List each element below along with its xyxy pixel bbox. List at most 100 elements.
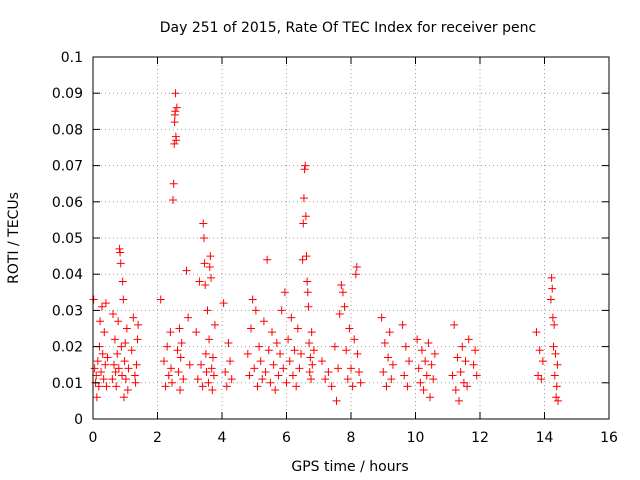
data-point-marker <box>330 342 339 351</box>
data-point-marker <box>243 349 252 358</box>
data-point-marker <box>405 357 414 366</box>
data-point-marker <box>422 371 431 380</box>
data-point-marker <box>197 360 206 369</box>
data-point-marker <box>427 360 436 369</box>
data-point-marker <box>205 335 214 344</box>
y-tick-label: 0.03 <box>52 303 83 319</box>
data-point-marker <box>117 342 126 351</box>
data-point-marker <box>193 375 202 384</box>
data-point-marker <box>113 349 122 358</box>
data-point-marker <box>192 328 201 337</box>
x-axis-label: GPS time / hours <box>291 459 408 475</box>
data-point-marker <box>401 342 410 351</box>
data-point-marker <box>96 317 105 326</box>
data-point-marker <box>98 302 107 311</box>
data-points <box>89 89 563 405</box>
data-point-marker <box>353 349 362 358</box>
data-point-marker <box>114 364 123 373</box>
data-point-marker <box>209 371 218 380</box>
data-point-marker <box>177 338 186 347</box>
data-point-marker <box>166 328 175 337</box>
data-point-marker <box>171 107 180 116</box>
data-point-marker <box>261 367 270 376</box>
data-point-marker <box>308 360 317 369</box>
data-point-marker <box>549 342 558 351</box>
data-point-marker <box>293 324 302 333</box>
data-point-marker <box>327 382 336 391</box>
data-point-marker <box>307 328 316 337</box>
data-point-marker <box>458 342 467 351</box>
y-tick-label: 0.05 <box>52 231 83 247</box>
data-point-marker <box>377 313 386 322</box>
axis-ticks: 0 0.01 0.02 0.03 0.04 0.05 0.06 0.07 0.08 0.09 0.1… <box>52 50 618 446</box>
data-point-marker <box>550 371 559 380</box>
data-point-marker <box>245 371 254 380</box>
data-point-marker <box>168 195 177 204</box>
x-tick-label: 6 <box>282 430 291 446</box>
data-point-marker <box>250 364 259 373</box>
data-point-marker <box>356 378 365 387</box>
data-point-marker <box>202 367 211 376</box>
data-point-marker <box>248 295 257 304</box>
data-point-marker <box>277 306 286 315</box>
y-tick-label: 0.01 <box>52 376 83 392</box>
data-point-marker <box>469 360 478 369</box>
data-point-marker <box>298 255 307 264</box>
data-point-marker <box>548 284 557 293</box>
data-point-marker <box>306 353 315 362</box>
data-point-marker <box>203 306 212 315</box>
data-point-marker <box>97 367 106 376</box>
data-point-marker <box>269 360 278 369</box>
data-point-marker <box>256 357 265 366</box>
data-point-marker <box>301 212 310 221</box>
data-point-marker <box>461 357 470 366</box>
data-point-marker <box>99 375 108 384</box>
data-point-marker <box>347 364 355 373</box>
y-tick-label: 0.08 <box>52 122 83 138</box>
data-point-marker <box>288 371 297 380</box>
y-tick-label: 0 <box>74 412 83 428</box>
data-point-marker <box>116 259 125 268</box>
y-tick-label: 0.1 <box>61 50 83 66</box>
data-point-marker <box>173 346 182 355</box>
data-point-marker <box>103 353 112 362</box>
data-point-marker <box>161 382 170 391</box>
data-point-marker <box>163 342 172 351</box>
data-point-marker <box>307 375 316 384</box>
gridlines <box>93 57 609 419</box>
data-point-marker <box>227 375 236 384</box>
data-point-marker <box>464 335 473 344</box>
data-point-marker <box>258 375 267 384</box>
data-point-marker <box>118 371 127 380</box>
data-point-marker <box>284 335 293 344</box>
data-point-marker <box>295 364 304 373</box>
data-point-marker <box>343 375 352 384</box>
data-point-marker <box>463 382 472 391</box>
data-point-marker <box>201 349 210 358</box>
y-tick-label: 0.06 <box>52 195 83 211</box>
data-point-marker <box>179 375 188 384</box>
data-point-marker <box>93 357 102 366</box>
data-point-marker <box>221 367 230 376</box>
data-point-marker <box>201 281 210 290</box>
data-point-marker <box>206 252 215 261</box>
data-point-marker <box>102 382 111 391</box>
data-point-marker <box>455 396 464 405</box>
data-point-marker <box>263 255 272 264</box>
data-point-marker <box>548 313 557 322</box>
data-point-marker <box>337 281 346 290</box>
data-point-marker <box>317 357 326 366</box>
data-point-marker <box>538 357 547 366</box>
data-point-marker <box>226 357 235 366</box>
data-point-marker <box>285 357 294 366</box>
data-point-marker <box>350 335 359 344</box>
data-point-marker <box>459 378 468 387</box>
data-point-marker <box>121 375 130 384</box>
data-point-marker <box>168 378 177 387</box>
data-point-marker <box>164 371 173 380</box>
data-point-marker <box>199 219 208 228</box>
data-point-marker <box>176 353 185 362</box>
data-point-marker <box>426 393 435 402</box>
data-point-marker <box>419 386 428 395</box>
